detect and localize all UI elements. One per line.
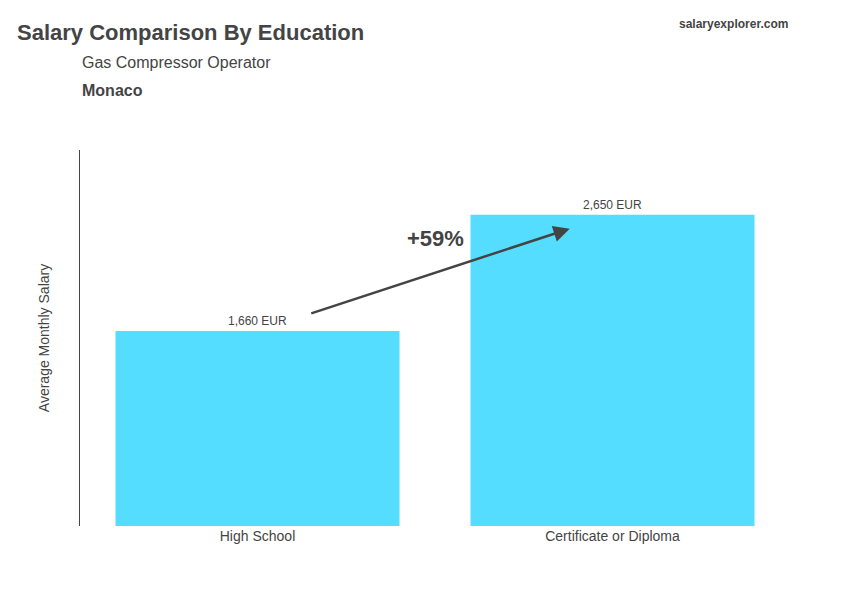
svg-text:Gas Compressor Operator: Gas Compressor Operator xyxy=(82,54,271,71)
svg-text:Monaco: Monaco xyxy=(82,82,143,99)
svg-text:+59%: +59% xyxy=(407,226,464,251)
svg-text:High School: High School xyxy=(220,528,296,544)
svg-text:Average Monthly Salary: Average Monthly Salary xyxy=(36,264,52,412)
svg-text:Salary Comparison By Education: Salary Comparison By Education xyxy=(17,20,364,45)
svg-text:Certificate or Diploma: Certificate or Diploma xyxy=(545,528,680,544)
svg-text:2,650 EUR: 2,650 EUR xyxy=(583,198,642,212)
svg-text:salaryexplorer.com: salaryexplorer.com xyxy=(679,17,788,31)
svg-text:1,660 EUR: 1,660 EUR xyxy=(228,314,287,328)
